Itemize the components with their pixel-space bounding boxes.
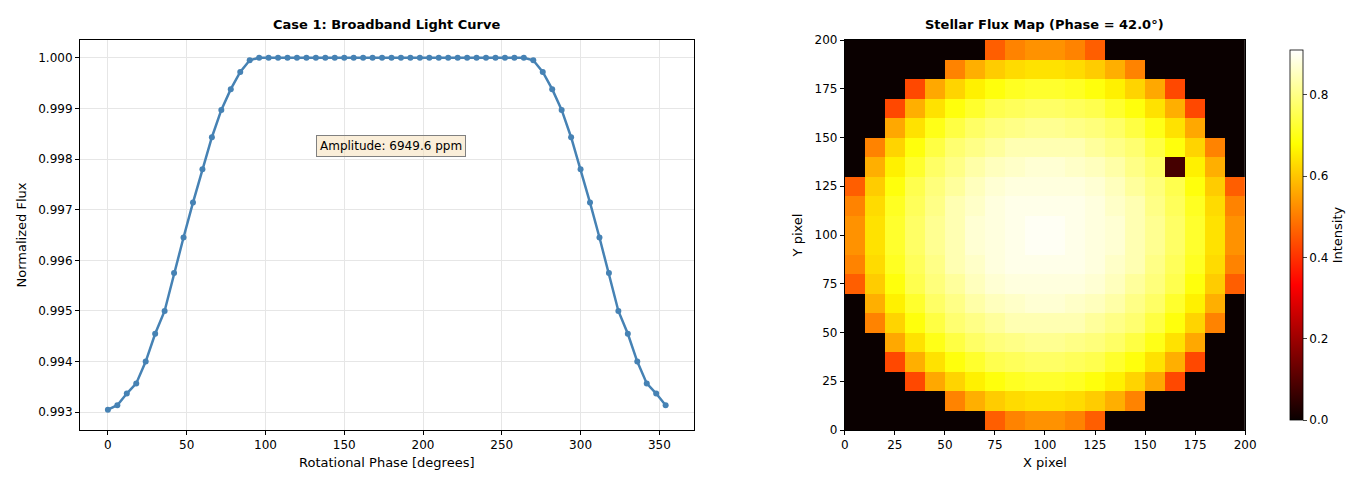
- svg-text:0.993: 0.993: [38, 405, 72, 419]
- svg-text:350: 350: [648, 438, 671, 452]
- svg-text:1.000: 1.000: [38, 51, 72, 65]
- svg-text:Stellar Flux Map (Phase = 42.0: Stellar Flux Map (Phase = 42.0°): [925, 17, 1164, 32]
- svg-text:0.996: 0.996: [38, 254, 72, 268]
- svg-text:100: 100: [815, 228, 838, 242]
- svg-text:Intensity: Intensity: [1330, 206, 1345, 263]
- svg-text:0.998: 0.998: [38, 152, 72, 166]
- svg-text:100: 100: [254, 438, 277, 452]
- svg-text:0: 0: [830, 423, 838, 437]
- svg-text:0.8: 0.8: [1309, 88, 1328, 102]
- svg-text:25: 25: [822, 374, 837, 388]
- svg-text:300: 300: [569, 438, 592, 452]
- svg-text:Case 1: Broadband Light Curve: Case 1: Broadband Light Curve: [273, 17, 500, 32]
- svg-text:125: 125: [815, 179, 838, 193]
- svg-text:75: 75: [987, 438, 1002, 452]
- svg-text:75: 75: [822, 277, 837, 291]
- svg-text:150: 150: [815, 131, 838, 145]
- svg-text:50: 50: [822, 326, 837, 340]
- svg-text:0.994: 0.994: [38, 355, 72, 369]
- svg-text:250: 250: [490, 438, 513, 452]
- svg-text:150: 150: [333, 438, 356, 452]
- svg-text:0: 0: [841, 438, 849, 452]
- svg-text:0.6: 0.6: [1309, 169, 1328, 183]
- svg-text:200: 200: [1234, 438, 1257, 452]
- svg-text:175: 175: [815, 82, 838, 96]
- svg-text:200: 200: [815, 33, 838, 47]
- svg-text:125: 125: [1084, 438, 1107, 452]
- svg-text:0.995: 0.995: [38, 304, 72, 318]
- svg-text:0: 0: [104, 438, 112, 452]
- svg-text:X pixel: X pixel: [1023, 455, 1067, 470]
- svg-text:150: 150: [1134, 438, 1157, 452]
- svg-text:50: 50: [179, 438, 194, 452]
- svg-text:0.997: 0.997: [38, 203, 72, 217]
- svg-text:0.0: 0.0: [1309, 413, 1328, 427]
- svg-text:100: 100: [1034, 438, 1057, 452]
- svg-text:0.999: 0.999: [38, 102, 72, 116]
- svg-text:200: 200: [412, 438, 435, 452]
- svg-text:0.2: 0.2: [1309, 332, 1328, 346]
- svg-text:Rotational Phase [degrees]: Rotational Phase [degrees]: [299, 455, 475, 470]
- svg-text:0.4: 0.4: [1309, 251, 1328, 265]
- svg-text:25: 25: [887, 438, 902, 452]
- svg-text:Normalized Flux: Normalized Flux: [14, 182, 29, 287]
- svg-text:175: 175: [1184, 438, 1207, 452]
- svg-text:50: 50: [937, 438, 952, 452]
- svg-text:Amplitude: 6949.6 ppm: Amplitude: 6949.6 ppm: [320, 139, 462, 153]
- svg-text:Y pixel: Y pixel: [790, 214, 805, 258]
